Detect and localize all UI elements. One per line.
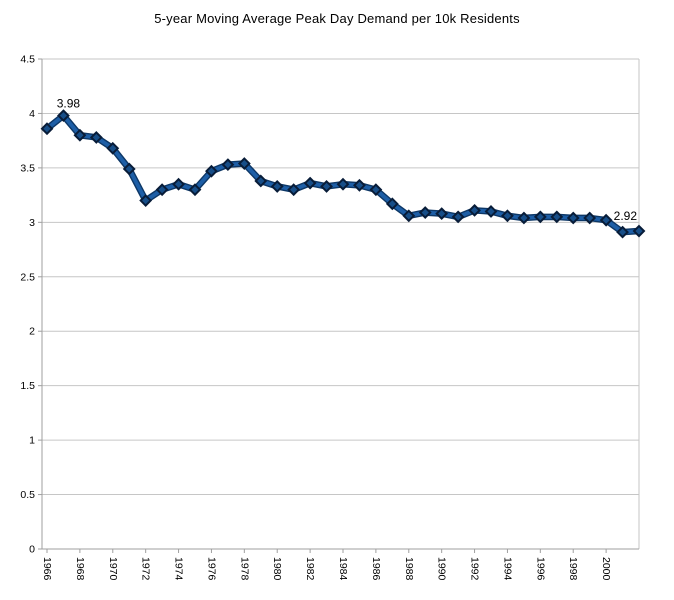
data-point-label: 3.98 <box>57 97 81 111</box>
data-point-marker <box>106 141 120 155</box>
y-axis-tick-label: 0 <box>29 544 35 556</box>
data-point-marker <box>369 183 383 197</box>
data-point-marker <box>73 128 87 142</box>
data-point-marker <box>501 209 514 223</box>
data-point-marker <box>616 225 629 239</box>
data-point-marker <box>139 194 153 207</box>
data-point-marker <box>468 203 481 217</box>
x-axis-tick-label: 2000 <box>600 557 612 581</box>
data-point-marker <box>484 205 498 218</box>
y-axis-tick-label: 4 <box>29 108 35 120</box>
data-point-marker <box>122 162 136 176</box>
y-axis-tick-label: 2 <box>29 326 35 338</box>
data-point-marker <box>221 158 235 172</box>
data-point-marker <box>402 209 416 223</box>
x-axis-tick-label: 1998 <box>567 557 579 581</box>
data-point-marker <box>205 164 218 178</box>
data-point-marker <box>89 130 103 144</box>
data-point-marker <box>599 213 613 227</box>
data-point-marker <box>155 183 169 197</box>
x-axis-tick-label: 1994 <box>501 557 513 581</box>
data-point-marker <box>270 179 284 193</box>
x-axis-tick-label: 1980 <box>271 557 283 581</box>
data-point-marker <box>254 174 268 188</box>
x-axis-tick-label: 1996 <box>534 557 546 581</box>
x-axis-tick-label: 1972 <box>140 557 152 581</box>
y-axis-tick-label: 4.5 <box>20 54 35 66</box>
data-point-label: 2.92 <box>614 209 638 223</box>
data-point-marker <box>583 211 597 225</box>
data-point-marker <box>566 211 580 225</box>
data-point-marker <box>287 183 301 197</box>
y-axis-tick-label: 0.5 <box>20 489 35 501</box>
x-axis-tick-label: 1986 <box>370 557 382 581</box>
chart-title: 5-year Moving Average Peak Day Demand pe… <box>154 11 520 26</box>
data-point-marker <box>188 183 202 197</box>
x-axis-tick-label: 1974 <box>173 557 185 581</box>
data-point-marker <box>418 206 432 219</box>
x-axis-tick-label: 1982 <box>304 557 316 581</box>
x-axis-tick-label: 1966 <box>41 557 53 581</box>
series-line-border <box>43 112 643 236</box>
data-point-marker <box>550 210 564 224</box>
data-point-marker <box>451 210 465 224</box>
x-axis-tick-label: 1976 <box>205 557 217 581</box>
data-point-marker <box>320 179 333 193</box>
x-axis-tick-label: 1992 <box>469 557 481 581</box>
data-point-marker <box>533 210 547 224</box>
data-point-marker <box>237 157 251 170</box>
data-point-marker <box>353 178 366 192</box>
y-axis-tick-label: 3.5 <box>20 162 35 174</box>
y-axis-tick-label: 3 <box>29 217 35 229</box>
y-axis-tick-label: 1.5 <box>20 380 35 392</box>
data-point-marker <box>40 122 54 136</box>
x-axis-tick-label: 1970 <box>107 557 119 581</box>
x-axis-tick-label: 1978 <box>238 557 250 581</box>
x-axis-tick-label: 1984 <box>337 557 349 581</box>
data-point-marker <box>385 197 399 211</box>
data-point-marker <box>435 207 449 221</box>
x-axis-tick-label: 1988 <box>403 557 415 581</box>
data-point-marker <box>517 211 531 225</box>
x-axis-tick-label: 1990 <box>436 557 448 581</box>
data-point-marker <box>57 109 70 123</box>
y-axis-tick-label: 1 <box>29 435 35 447</box>
data-point-marker <box>336 177 350 191</box>
data-point-marker <box>632 224 646 238</box>
x-axis-tick-label: 1968 <box>74 557 86 581</box>
data-point-marker <box>172 177 185 191</box>
y-axis-tick-label: 2.5 <box>20 271 35 283</box>
data-point-marker <box>303 176 317 190</box>
